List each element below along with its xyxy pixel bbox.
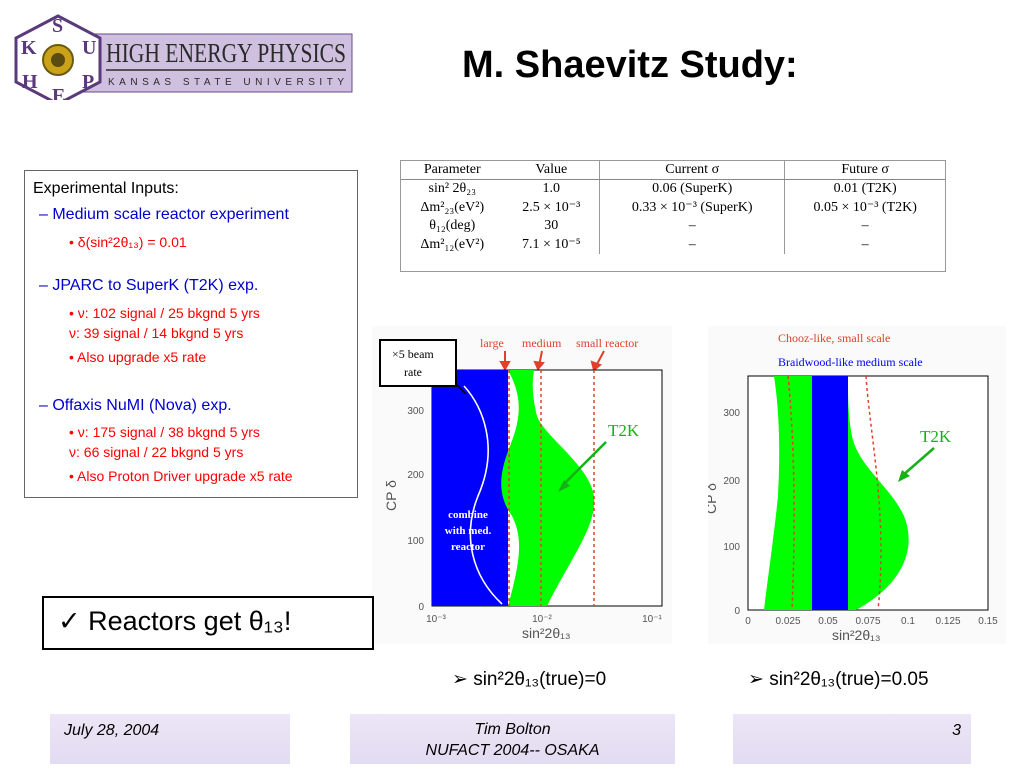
xtick-label: 0 xyxy=(745,616,751,627)
nova-item-nu: • ν: 175 signal / 38 bkgnd 5 yrs xyxy=(69,424,260,440)
xtick-label: 10⁻³ xyxy=(426,614,446,625)
table-cell: Δm²₂₃(eV²) xyxy=(420,199,485,215)
logo-main-text: HIGH ENERGY PHYSICS xyxy=(106,38,346,68)
section-reactor: – Medium scale reactor experiment xyxy=(39,206,289,223)
ytick-label: 200 xyxy=(407,470,424,481)
table-cell: 0.05 × 10⁻³ (T2K) xyxy=(784,198,945,217)
table-header: Value xyxy=(503,161,600,180)
label-large: large xyxy=(480,336,504,350)
t2k-item-upgrade: • Also upgrade x5 rate xyxy=(69,349,207,365)
xtick-label: 0.025 xyxy=(775,616,800,627)
table-cell: – xyxy=(599,235,785,254)
ytick-label: 100 xyxy=(723,542,740,553)
ytick-label: 200 xyxy=(723,476,740,487)
table-header: Future σ xyxy=(784,161,945,180)
caption-right: ➢ sin²2θ₁₃(true)=0.05 xyxy=(748,669,929,690)
xtick-label: 0.15 xyxy=(978,616,998,627)
table-cell: – xyxy=(784,217,945,235)
beam-rate-box xyxy=(379,339,457,387)
table-row: Δm²₂₃(eV²) 2.5 × 10⁻³ 0.33 × 10⁻³ (Super… xyxy=(401,198,945,217)
slide-title: M. Shaevitz Study: xyxy=(462,44,798,86)
logo-letter-s: S xyxy=(52,15,63,37)
blue-band xyxy=(812,376,848,610)
check-icon: ✓ xyxy=(58,606,81,636)
x-axis-label: sin²2θ₁₃ xyxy=(522,625,571,641)
beam-label: ×5 beam xyxy=(392,347,434,361)
ytick-label: 300 xyxy=(723,408,740,419)
combine-label: reactor xyxy=(451,541,485,553)
logo-letter-p: P xyxy=(82,71,94,93)
nova-item-upgrade: • Also Proton Driver upgrade x5 rate xyxy=(69,468,293,484)
ytick-label: 300 xyxy=(407,406,424,417)
table-row: θ₁₂(deg) 30 – – xyxy=(401,217,945,235)
table-header: Current σ xyxy=(599,161,785,180)
logo-letter-u: U xyxy=(82,37,96,59)
legend-chooz: Chooz-like, small scale xyxy=(778,331,890,345)
table-cell: 0.33 × 10⁻³ (SuperK) xyxy=(599,198,785,217)
t2k-item-nubar: ν: 39 signal / 14 bkgnd 5 yrs xyxy=(69,325,244,341)
ytick-label: 0 xyxy=(734,606,740,617)
table-cell: θ₁₂(deg) xyxy=(429,218,476,233)
footer-author-name: Tim Bolton xyxy=(474,721,551,738)
section-t2k: – JPARC to SuperK (T2K) exp. xyxy=(39,277,259,294)
excluded-region xyxy=(432,370,508,606)
table-cell: 0.01 (T2K) xyxy=(784,179,945,198)
table-row: sin² 2θ₂₃ 1.0 0.06 (SuperK) 0.01 (T2K) xyxy=(401,179,945,198)
table-cell: – xyxy=(784,235,945,254)
caption-left: ➢ sin²2θ₁₃(true)=0 xyxy=(452,669,607,690)
footer-conference: NUFACT 2004-- OSAKA xyxy=(425,742,600,759)
parameter-table: Parameter Value Current σ Future σ sin² … xyxy=(400,160,946,272)
xtick-label: 10⁻¹ xyxy=(642,614,662,625)
beam-label-rate: rate xyxy=(404,365,422,379)
t2k-green-band xyxy=(501,370,595,606)
section-nova: – Offaxis NuMI (Nova) exp. xyxy=(39,397,232,414)
table-cell: 1.0 xyxy=(542,181,561,196)
combine-label: combine xyxy=(448,509,488,521)
table-cell: 2.5 × 10⁻³ xyxy=(522,200,581,215)
table-cell: 0.06 (SuperK) xyxy=(599,179,785,198)
y-axis-label: CP δ xyxy=(383,480,399,511)
combine-label: with med. xyxy=(445,525,492,537)
page-number: 3 xyxy=(733,714,971,764)
sensitivity-plot-linear: Chooz-like, small scale Braidwood-like m… xyxy=(703,326,1006,644)
xtick-label: 0.1 xyxy=(901,616,915,627)
xtick-label: 0.075 xyxy=(855,616,880,627)
table-cell: – xyxy=(599,217,785,235)
logo-letter-e: E xyxy=(52,85,65,100)
label-small-reactor: small reactor xyxy=(576,336,638,350)
ytick-label: 0 xyxy=(418,602,424,613)
xtick-label: 0.05 xyxy=(818,616,838,627)
footer-date: July 28, 2004 xyxy=(50,714,290,764)
table-header: Parameter xyxy=(401,161,504,180)
label-medium: medium xyxy=(522,336,562,350)
xtick-label: 0.125 xyxy=(935,616,960,627)
experimental-inputs-box: Experimental Inputs: – Medium scale reac… xyxy=(24,170,358,498)
legend-braidwood: Braidwood-like medium scale xyxy=(778,355,923,369)
reactor-item: • δ(sin²2θ₁₃) = 0.01 xyxy=(69,234,187,250)
table-cell: sin² 2θ₂₃ xyxy=(428,181,477,196)
ytick-label: 100 xyxy=(407,536,424,547)
logo-sub-text: KANSAS STATE UNIVERSITY xyxy=(108,77,344,88)
x-axis-label: sin²2θ₁₃ xyxy=(832,627,881,643)
t2k-label: T2K xyxy=(920,427,952,446)
y-axis-label: CP δ xyxy=(708,483,719,514)
t2k-label: T2K xyxy=(608,421,640,440)
inputs-heading: Experimental Inputs: xyxy=(33,180,179,197)
reactors-text: Reactors get θ₁₃! xyxy=(88,606,292,636)
table-cell: 7.1 × 10⁻⁵ xyxy=(521,237,581,252)
logo-letter-h: H xyxy=(22,71,38,93)
table-cell: 30 xyxy=(544,218,559,233)
t2k-item-nu: • ν: 102 signal / 25 bkgnd 5 yrs xyxy=(69,305,260,321)
hep-logo: S K U H P E HIGH ENERGY PHYSICS KANSAS S… xyxy=(8,14,354,107)
nova-item-nubar: ν: 66 signal / 22 bkgnd 5 yrs xyxy=(69,444,244,460)
sensitivity-plot-log: large medium small reactor ×5 beam rate … xyxy=(372,326,672,644)
table-cell: Δm²₁₂(eV²) xyxy=(420,236,485,252)
table-header-row: Parameter Value Current σ Future σ xyxy=(401,161,945,180)
table-row: Δm²₁₂(eV²) 7.1 × 10⁻⁵ – – xyxy=(401,235,945,254)
logo-letter-k: K xyxy=(21,37,37,59)
xtick-label: 10⁻² xyxy=(532,614,552,625)
footer-author: Tim Bolton NUFACT 2004-- OSAKA xyxy=(350,714,675,764)
reactors-callout: ✓ Reactors get θ₁₃! xyxy=(42,596,374,650)
